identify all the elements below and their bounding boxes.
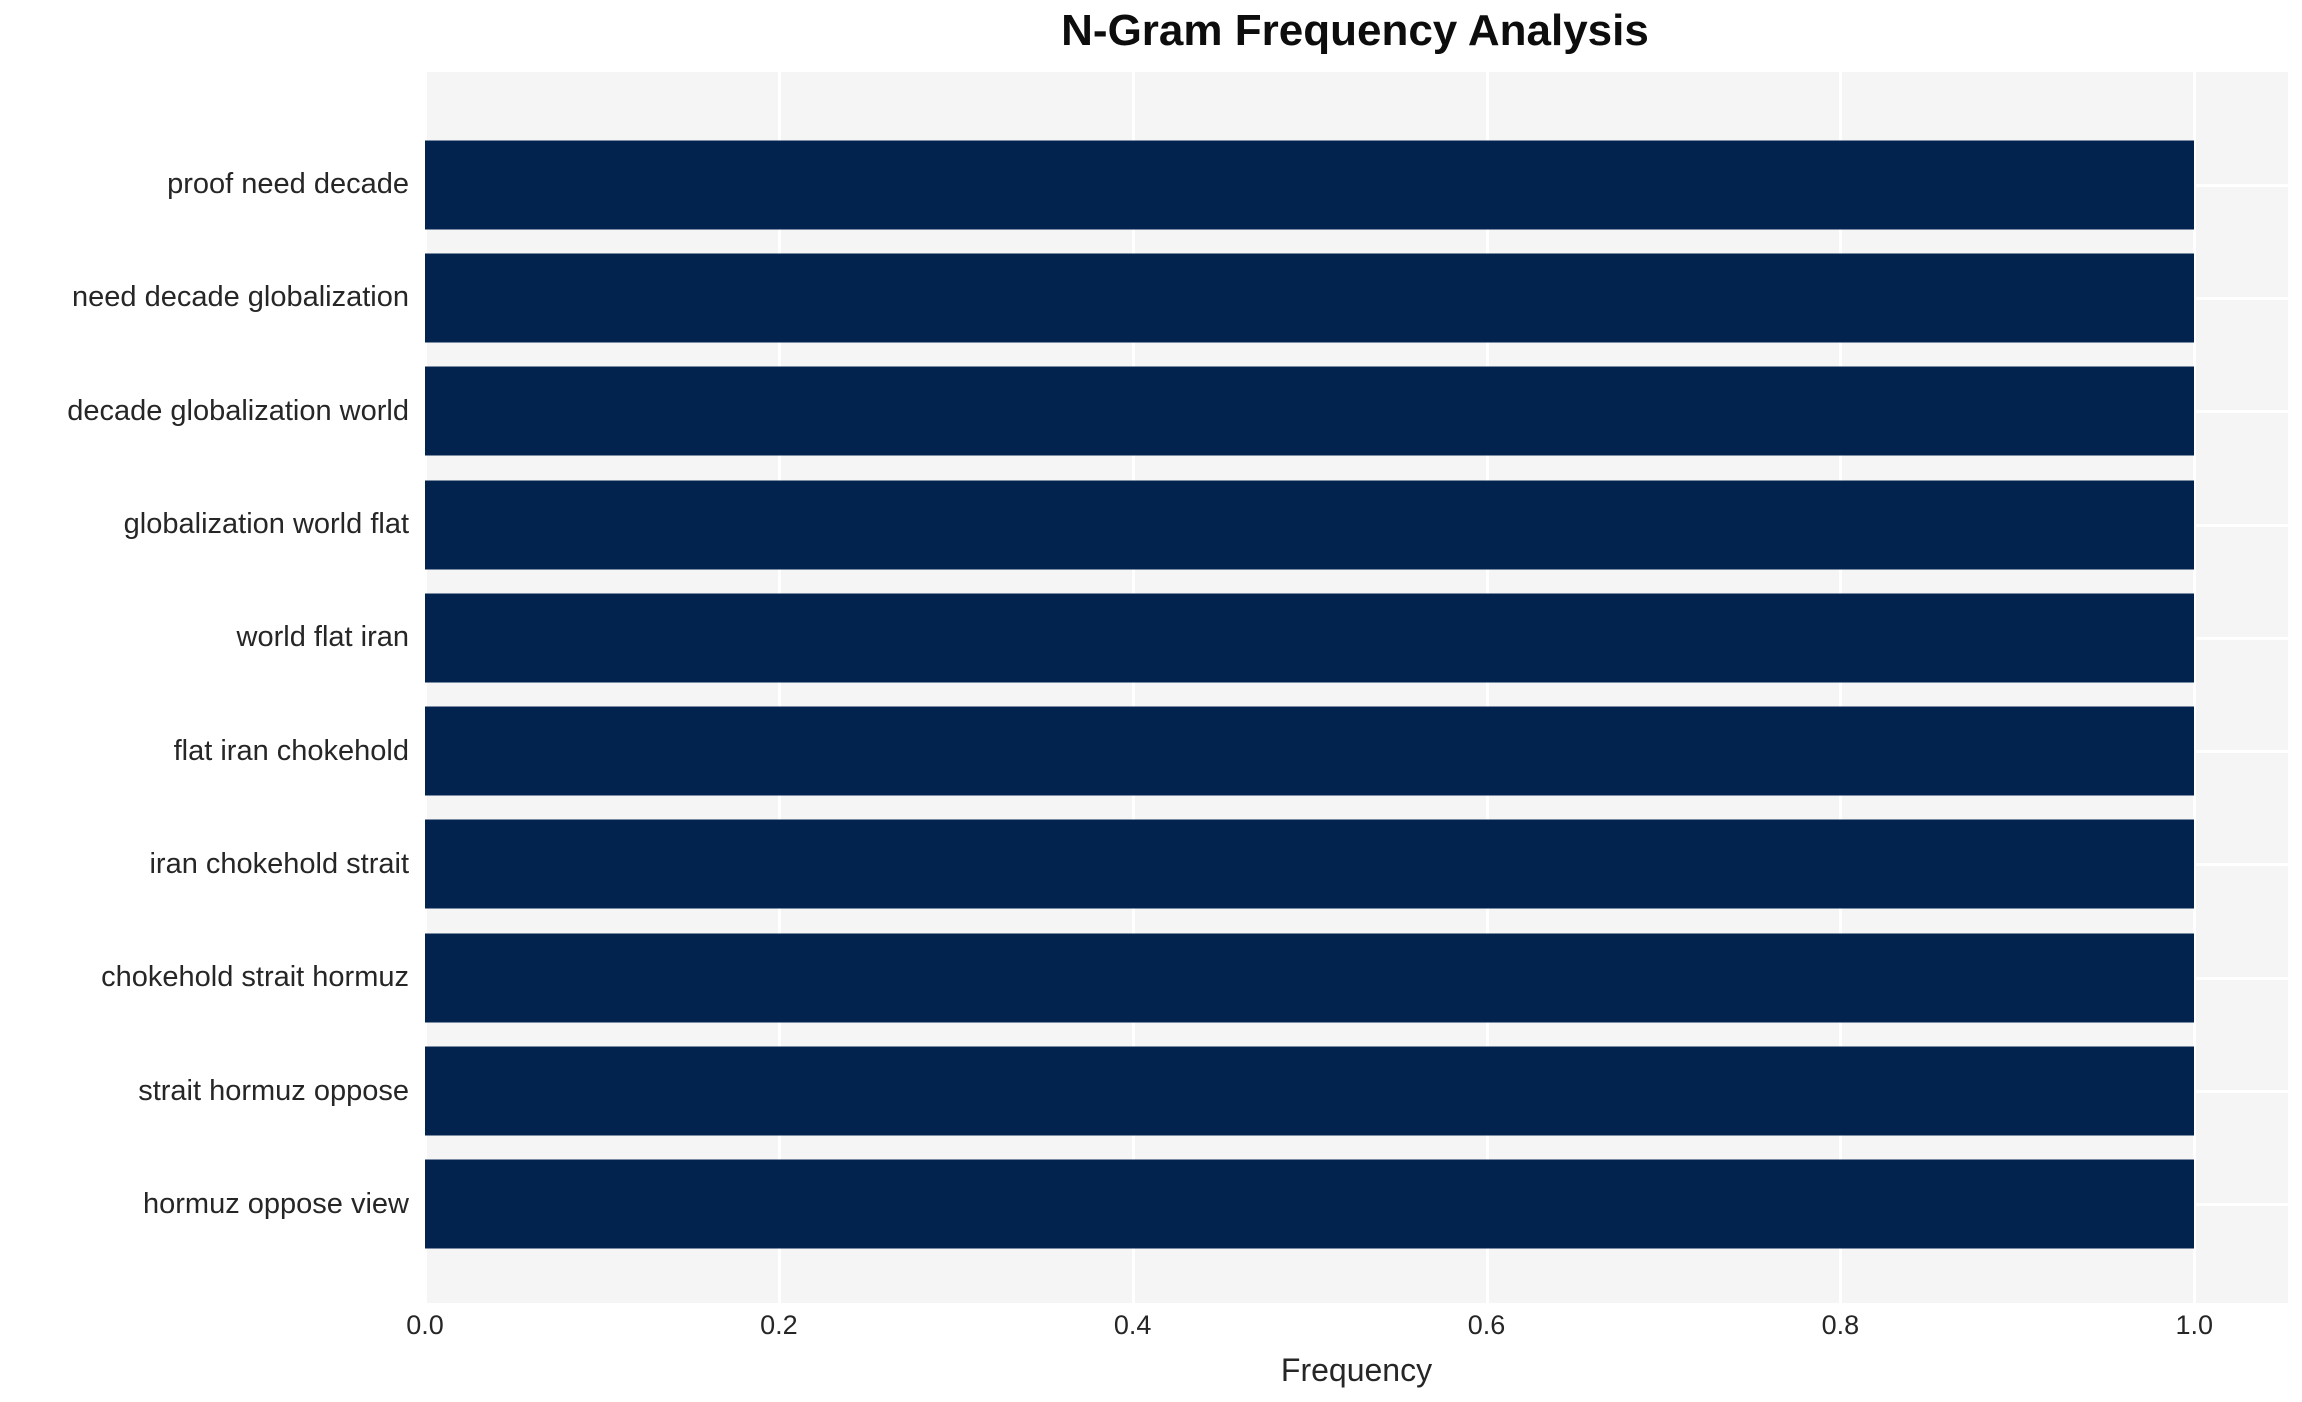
plot-area — [424, 72, 2288, 1303]
bar-row — [425, 355, 2288, 468]
x-tick-label: 1.0 — [2175, 1310, 2213, 1340]
x-axis-ticks: 0.0 0.2 0.4 0.6 0.8 1.0 — [406, 1310, 2288, 1350]
bar-need-decade-globalization — [425, 253, 2195, 343]
y-axis-label: flat iran chokehold — [173, 734, 409, 767]
bar-chokehold-strait-hormuz — [425, 933, 2195, 1023]
bar-row — [425, 241, 2288, 354]
bar-flat-iran-chokehold — [425, 706, 2195, 796]
x-tick-label: 0.0 — [406, 1310, 444, 1340]
y-axis-label: iran chokehold strait — [149, 847, 409, 880]
x-tick-label: 0.6 — [1467, 1310, 1506, 1340]
bar-row — [425, 1034, 2288, 1147]
bar-row — [425, 694, 2288, 807]
bar-row — [425, 128, 2288, 241]
vertical-gridline — [1485, 72, 1489, 1303]
vertical-gridline — [1839, 72, 1843, 1303]
y-axis-label: world flat iran — [236, 621, 409, 654]
bar-proof-need-decade — [425, 140, 2195, 230]
bar-row — [425, 1148, 2288, 1261]
x-tick-label: 0.8 — [1821, 1310, 1860, 1340]
vertical-gridline — [2193, 72, 2197, 1303]
x-axis-label: Frequency — [1280, 1352, 1433, 1388]
y-axis-label: decade globalization world — [67, 394, 409, 427]
bar-decade-globalization-world — [425, 366, 2195, 456]
chart-title: N-Gram Frequency Analysis — [1061, 6, 1649, 55]
bar-row — [425, 468, 2288, 581]
x-tick-label: 0.4 — [1113, 1310, 1152, 1340]
bar-iran-chokehold-strait — [425, 819, 2195, 909]
y-axis-label: strait hormuz oppose — [138, 1074, 409, 1107]
bar-row — [425, 921, 2288, 1034]
y-axis-label: globalization world flat — [123, 508, 409, 541]
chart-body: proof need decade need decade globalizati… — [0, 72, 2302, 1303]
x-tick-label: 0.2 — [760, 1310, 798, 1340]
bar-strait-hormuz-oppose — [425, 1046, 2195, 1136]
bar-row — [425, 581, 2288, 694]
vertical-gridline — [777, 72, 781, 1303]
y-axis-label: hormuz oppose view — [143, 1187, 409, 1220]
bar-hormuz-oppose-view — [425, 1159, 2195, 1249]
y-axis-label: chokehold strait hormuz — [101, 961, 409, 994]
vertical-gridline — [1131, 72, 1135, 1303]
bar-rows — [425, 128, 2288, 1261]
bar-row — [425, 808, 2288, 921]
y-axis-label: proof need decade — [167, 168, 409, 201]
bar-globalization-world-flat — [425, 480, 2195, 570]
y-axis-labels: proof need decade need decade globalizati… — [0, 72, 425, 1303]
vertical-gridline — [424, 72, 427, 1303]
bar-world-flat-iran — [425, 593, 2195, 683]
y-axis-label: need decade globalization — [72, 281, 409, 314]
